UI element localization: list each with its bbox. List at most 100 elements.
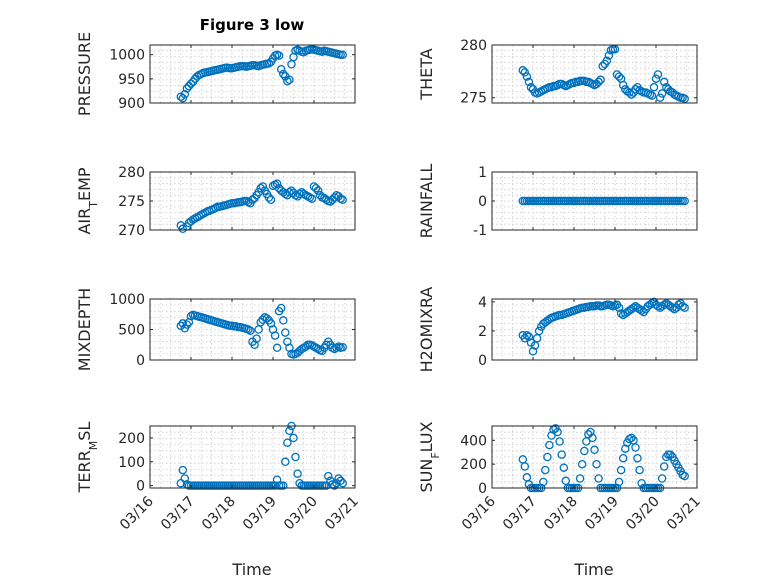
x-tick-label: 03/21 xyxy=(322,494,362,534)
data-point xyxy=(545,440,554,450)
data-point xyxy=(659,462,669,471)
y-tick-label: 275 xyxy=(118,194,145,210)
data-point xyxy=(178,465,188,475)
data-point xyxy=(322,481,331,490)
y-axis-label-0: PRESSURE xyxy=(75,32,94,116)
data-point xyxy=(680,94,689,104)
x-tick-label: 03/20 xyxy=(281,494,321,534)
data-point xyxy=(657,302,667,311)
axes-frame xyxy=(149,44,356,104)
y-axis-label-3: RAINFALL xyxy=(417,164,436,239)
y-tick-label: 0 xyxy=(136,479,145,495)
data-point xyxy=(522,72,532,81)
data-point xyxy=(338,342,347,352)
x-tick-label: 03/16 xyxy=(459,493,499,533)
y-tick-label: 200 xyxy=(460,457,487,473)
data-point xyxy=(655,93,665,102)
y-axis-label-4: MIXDEPTH xyxy=(75,288,94,371)
data-point xyxy=(264,193,274,202)
y-axis-label-6: TERRMSL xyxy=(75,422,100,494)
x-axis-label-right: Time xyxy=(573,560,613,579)
y-tick-label: 4 xyxy=(478,295,487,311)
y-tick-label: 0 xyxy=(478,194,487,210)
data-point xyxy=(657,89,667,98)
data-point xyxy=(281,328,290,337)
axes-frame xyxy=(149,425,356,489)
data-point xyxy=(184,81,194,91)
subplot-sun-flux: 0 200 400 03/16 03/17 03/18 03/19 03/20 03/21 SUN… xyxy=(417,421,704,533)
data-point xyxy=(272,343,282,353)
data-point xyxy=(680,471,689,481)
x-axis-label-left: Time xyxy=(231,560,271,579)
data-point xyxy=(283,438,292,447)
data-point xyxy=(666,450,675,459)
data-point xyxy=(301,342,311,351)
y-tick-label: 280 xyxy=(460,38,487,54)
data-point xyxy=(680,196,689,206)
data-point xyxy=(266,195,276,205)
data-point xyxy=(313,186,323,195)
plot-area xyxy=(150,426,355,488)
data-point xyxy=(276,64,286,74)
data-point xyxy=(182,84,192,93)
data-point xyxy=(575,474,585,483)
y-tick-label: 100 xyxy=(118,455,145,471)
data-point xyxy=(246,326,255,335)
data-point xyxy=(651,74,661,83)
data-point xyxy=(553,427,562,437)
y-axis-label-7: SUNFLUX xyxy=(417,421,442,492)
data-point xyxy=(629,303,638,312)
data-point xyxy=(311,183,321,193)
y-tick-label: 400 xyxy=(460,433,487,449)
data-point xyxy=(254,325,263,334)
data-point xyxy=(315,190,325,200)
subplot-terr-msl: 0 100 200 03/16 03/17 03/18 03/19 03/20 03/21 TER… xyxy=(75,422,362,534)
data-point xyxy=(283,77,292,86)
data-point xyxy=(633,453,642,463)
figure-title: Figure 3 low xyxy=(200,16,305,34)
data-point xyxy=(324,471,333,481)
data-point xyxy=(604,51,614,60)
x-tick-label: 03/19 xyxy=(582,494,622,534)
x-tick-label: 03/21 xyxy=(664,494,704,534)
data-point xyxy=(653,70,663,79)
data-point xyxy=(336,476,345,486)
y-axis-label-2: AIRTEMP xyxy=(75,167,100,234)
y-tick-label: 2 xyxy=(478,324,487,340)
y-tick-label: 0 xyxy=(478,353,487,369)
data-point xyxy=(557,450,566,459)
x-tick-label: 03/16 xyxy=(117,493,157,533)
data-point xyxy=(526,82,536,92)
data-point xyxy=(594,474,603,483)
data-point xyxy=(657,474,667,483)
subplot-air-temp: 270 275 280 AIRTEMP xyxy=(75,165,356,239)
data-point xyxy=(307,194,317,203)
y-tick-label: 950 xyxy=(118,72,145,88)
subplot-mixdepth: 0 500 1000 MIXDEPTH xyxy=(75,288,356,371)
data-point xyxy=(332,478,341,488)
subplot-h2omixra: 0 2 4 H2OMIXRA xyxy=(417,287,698,372)
data-point xyxy=(637,478,646,488)
data-point xyxy=(518,66,528,75)
data-point xyxy=(289,433,298,443)
data-point xyxy=(291,452,300,462)
y-tick-label: 270 xyxy=(118,223,145,239)
axes-frame xyxy=(491,44,698,104)
data-point xyxy=(279,481,288,490)
data-point xyxy=(276,303,286,313)
x-tick-label: 03/17 xyxy=(500,494,540,534)
y-tick-label: 1000 xyxy=(109,292,145,308)
data-point xyxy=(338,195,347,205)
data-point xyxy=(524,77,534,87)
data-point xyxy=(616,309,626,318)
data-point xyxy=(592,459,601,469)
data-point xyxy=(285,75,294,85)
data-point xyxy=(616,465,626,475)
data-point xyxy=(659,77,669,87)
y-tick-label: 275 xyxy=(460,91,487,107)
data-point xyxy=(281,457,290,467)
y-tick-label: 200 xyxy=(118,431,145,447)
data-point xyxy=(182,320,192,329)
data-point xyxy=(680,303,689,312)
